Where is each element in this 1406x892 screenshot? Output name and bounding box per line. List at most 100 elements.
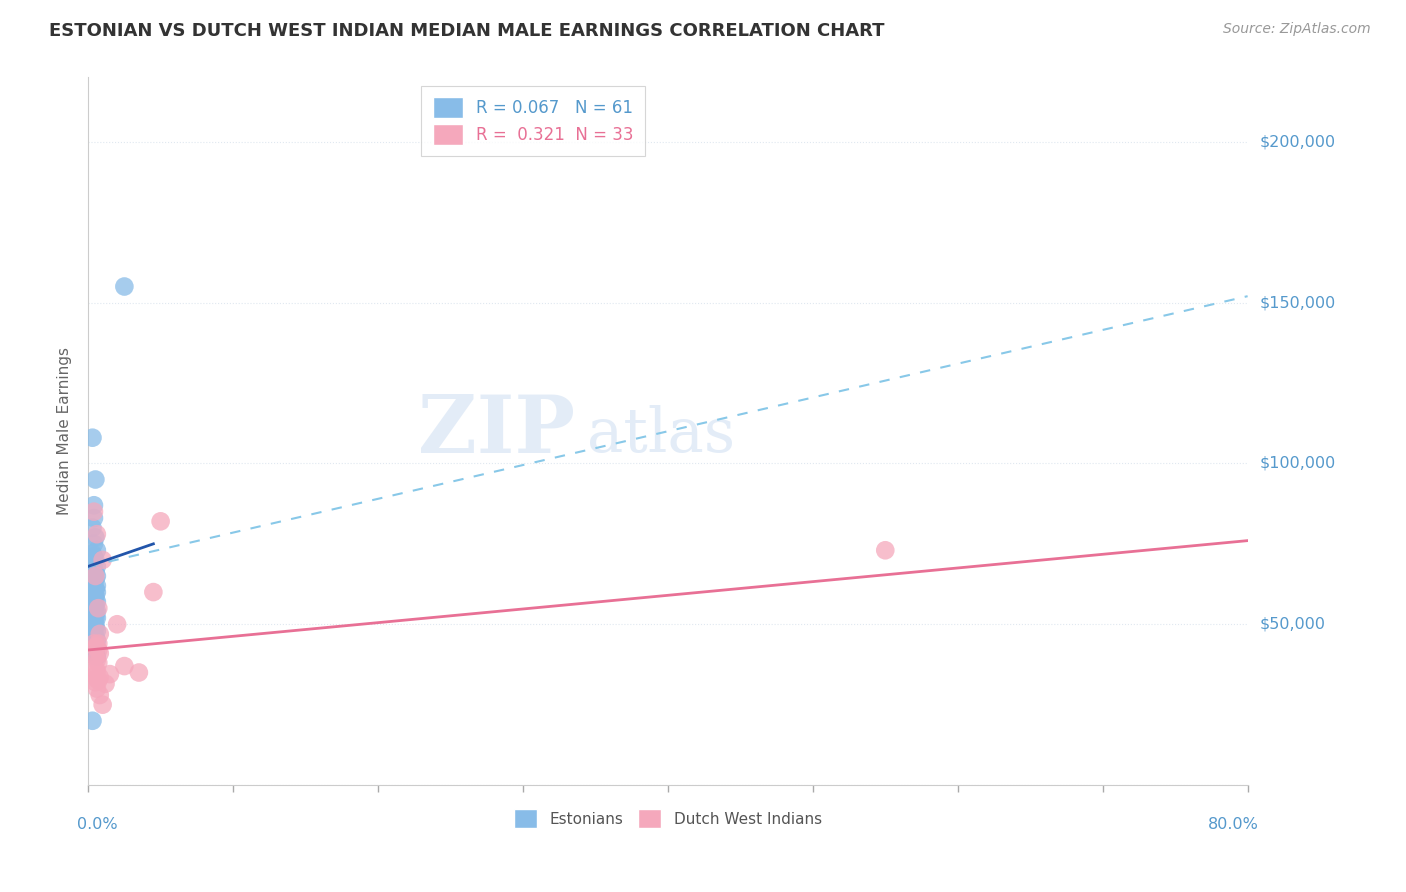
Text: 0.0%: 0.0% [76,817,117,832]
Point [87,601,110,615]
Point [83,537,105,551]
Point [84,473,107,487]
Point [149,514,172,528]
Point [94,677,117,691]
Point [82,614,104,628]
Point [82,431,104,445]
Text: $150,000: $150,000 [1260,295,1336,310]
Point [83,598,105,612]
Point [91,553,114,567]
Point [86,527,108,541]
Point [112,659,135,673]
Point [83,636,105,650]
Point [86,664,108,678]
Point [84,553,107,567]
Point [82,521,104,535]
Point [83,620,105,634]
Point [83,579,105,593]
Point [82,643,104,657]
Point [87,673,110,688]
Point [83,643,105,657]
Point [82,559,104,574]
Point [142,585,165,599]
Point [84,611,107,625]
Point [84,566,107,580]
Point [83,601,105,615]
Text: ZIP: ZIP [418,392,575,470]
Point [84,588,107,602]
Point [89,627,111,641]
Point [86,672,108,686]
Point [82,624,104,638]
Point [82,595,104,609]
Point [82,607,104,622]
Point [84,669,107,683]
Point [86,569,108,583]
Point [83,585,105,599]
Text: $50,000: $50,000 [1260,616,1326,632]
Point [84,591,107,606]
Point [86,585,108,599]
Point [84,598,107,612]
Point [83,563,105,577]
Point [86,604,108,618]
Point [84,646,107,660]
Point [84,604,107,618]
Point [82,601,104,615]
Point [105,617,128,632]
Point [83,549,105,564]
Point [87,636,110,650]
Point [82,617,104,632]
Point [83,505,105,519]
Point [86,649,108,664]
Point [112,279,135,293]
Point [84,640,107,654]
Text: atlas: atlas [586,405,735,465]
Point [83,614,105,628]
Point [86,595,108,609]
Legend: Estonians, Dutch West Indians: Estonians, Dutch West Indians [508,803,828,834]
Point [86,640,108,654]
Point [83,636,105,650]
Point [82,588,104,602]
Point [82,575,104,590]
Point [98,667,121,681]
Point [89,670,111,684]
Point [84,630,107,644]
Point [82,547,104,561]
Point [82,714,104,728]
Point [83,607,105,622]
Point [84,617,107,632]
Point [875,543,897,558]
Point [84,662,107,676]
Point [83,572,105,586]
Point [86,611,108,625]
Point [82,556,104,570]
Point [84,640,107,654]
Text: 80.0%: 80.0% [1208,817,1260,832]
Point [83,627,105,641]
Text: $200,000: $200,000 [1260,135,1336,149]
Point [91,698,114,712]
Point [83,498,105,512]
Point [84,582,107,596]
Point [84,569,107,583]
Text: $100,000: $100,000 [1260,456,1336,471]
Point [86,543,108,558]
Point [84,675,107,690]
Text: Source: ZipAtlas.com: Source: ZipAtlas.com [1223,22,1371,37]
Point [84,530,107,544]
Point [89,646,111,660]
Point [86,559,108,574]
Point [84,649,107,664]
Point [86,653,108,667]
Point [89,688,111,702]
Point [86,681,108,696]
Y-axis label: Median Male Earnings: Median Male Earnings [58,347,72,516]
Point [84,572,107,586]
Text: ESTONIAN VS DUTCH WEST INDIAN MEDIAN MALE EARNINGS CORRELATION CHART: ESTONIAN VS DUTCH WEST INDIAN MEDIAN MAL… [49,22,884,40]
Point [87,656,110,670]
Point [84,620,107,634]
Point [84,582,107,596]
Point [86,579,108,593]
